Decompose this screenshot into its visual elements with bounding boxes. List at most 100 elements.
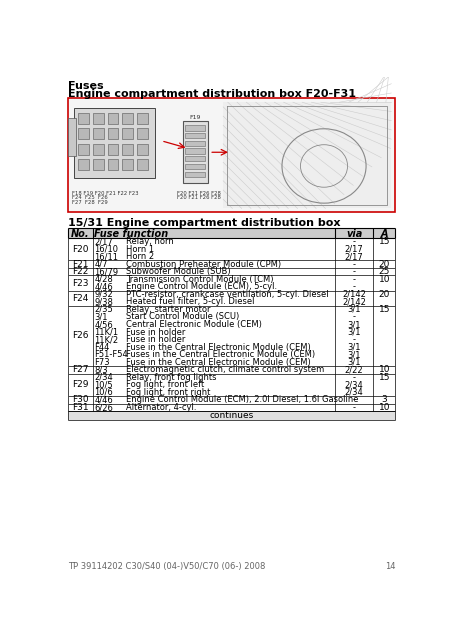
Text: 4/28: 4/28 bbox=[94, 275, 113, 284]
Text: Fuse in the Central Electronic Module (CEM): Fuse in the Central Electronic Module (C… bbox=[126, 342, 310, 351]
Bar bbox=[185, 133, 205, 138]
Text: 15: 15 bbox=[378, 237, 389, 246]
Text: F51-F54: F51-F54 bbox=[94, 350, 128, 359]
Bar bbox=[223, 102, 391, 209]
Text: 2/142: 2/142 bbox=[341, 290, 365, 299]
Text: 25: 25 bbox=[378, 267, 389, 276]
Bar bbox=[185, 164, 205, 169]
Bar bbox=[93, 129, 104, 139]
Text: 8/3: 8/3 bbox=[94, 365, 108, 374]
Text: PTC-resistor, crankcase ventilation, 5-cyl. Diesel: PTC-resistor, crankcase ventilation, 5-c… bbox=[126, 290, 328, 299]
Text: 9/32: 9/32 bbox=[94, 290, 113, 299]
Text: -: - bbox=[352, 396, 355, 404]
Text: 10: 10 bbox=[378, 403, 389, 412]
Text: 4/7: 4/7 bbox=[94, 260, 108, 269]
Bar bbox=[68, 118, 76, 156]
Text: F23: F23 bbox=[72, 278, 88, 287]
Text: continues: continues bbox=[209, 411, 253, 420]
Bar bbox=[122, 144, 133, 155]
Text: Transmission Control Module (TCM): Transmission Control Module (TCM) bbox=[126, 275, 273, 284]
Text: 10: 10 bbox=[378, 365, 389, 374]
Text: via: via bbox=[345, 229, 362, 239]
Text: -: - bbox=[352, 260, 355, 269]
Bar bbox=[78, 129, 89, 139]
Text: 3: 3 bbox=[381, 396, 387, 404]
Bar bbox=[137, 129, 147, 139]
Text: Central Electronic Module (CEM): Central Electronic Module (CEM) bbox=[126, 320, 262, 329]
Text: 9/38: 9/38 bbox=[94, 298, 113, 307]
Text: 11K/1: 11K/1 bbox=[94, 328, 118, 337]
Text: Fuse in the Central Electronic Module (CEM): Fuse in the Central Electronic Module (C… bbox=[126, 358, 310, 367]
Text: 3/1: 3/1 bbox=[346, 358, 360, 367]
Text: 2/17: 2/17 bbox=[344, 252, 363, 261]
Text: 6/26: 6/26 bbox=[94, 403, 113, 412]
Bar bbox=[74, 108, 155, 178]
Bar bbox=[137, 113, 147, 124]
Text: Fog light, front right: Fog light, front right bbox=[126, 388, 210, 397]
Text: 14: 14 bbox=[384, 562, 394, 571]
Bar bbox=[185, 172, 205, 177]
Text: F19: F19 bbox=[189, 115, 201, 120]
Text: Engine Control Module (ECM), 5-cyl.: Engine Control Module (ECM), 5-cyl. bbox=[126, 282, 277, 291]
Text: F21: F21 bbox=[72, 260, 88, 269]
Text: 15/31 Engine compartment distribution box: 15/31 Engine compartment distribution bo… bbox=[68, 218, 340, 228]
Bar bbox=[68, 99, 394, 212]
Bar bbox=[122, 159, 133, 170]
Text: Relay, starter motor: Relay, starter motor bbox=[126, 305, 210, 314]
Bar bbox=[107, 144, 118, 155]
Text: 2/34: 2/34 bbox=[344, 380, 363, 389]
Bar bbox=[107, 159, 118, 170]
Text: F24  F25  F26: F24 F25 F26 bbox=[72, 195, 107, 200]
Text: Fog light, front left: Fog light, front left bbox=[126, 380, 204, 389]
Text: 10: 10 bbox=[378, 275, 389, 284]
Text: Combustion Preheater Module (CPM): Combustion Preheater Module (CPM) bbox=[126, 260, 281, 269]
Text: F18 F19 F20 F21 F22 F23: F18 F19 F20 F21 F22 F23 bbox=[72, 191, 138, 196]
Text: F27: F27 bbox=[72, 365, 88, 374]
Text: F27  F28  F29: F27 F28 F29 bbox=[72, 200, 107, 205]
Text: 2/17: 2/17 bbox=[344, 244, 363, 253]
Text: F20 F21 F26 F28: F20 F21 F26 F28 bbox=[176, 195, 220, 200]
Bar bbox=[68, 228, 394, 237]
Text: 2/142: 2/142 bbox=[341, 298, 365, 307]
Text: 20: 20 bbox=[378, 260, 389, 269]
Text: -: - bbox=[352, 403, 355, 412]
Text: 3/1: 3/1 bbox=[346, 328, 360, 337]
Text: F20 F21 F26 F28: F20 F21 F26 F28 bbox=[176, 191, 220, 196]
Text: Electromagnetic clutch, climate control system: Electromagnetic clutch, climate control … bbox=[126, 365, 324, 374]
Bar bbox=[185, 125, 205, 131]
Text: -: - bbox=[352, 312, 355, 321]
Text: -: - bbox=[352, 373, 355, 382]
Text: Fuse in holder: Fuse in holder bbox=[126, 328, 185, 337]
Text: 3/1: 3/1 bbox=[346, 305, 360, 314]
Bar bbox=[182, 122, 207, 183]
Bar bbox=[122, 113, 133, 124]
Text: F24: F24 bbox=[72, 294, 88, 303]
Text: F20: F20 bbox=[72, 244, 88, 253]
Bar bbox=[68, 412, 394, 420]
Text: Heated fuel filter, 5-cyl. Diesel: Heated fuel filter, 5-cyl. Diesel bbox=[126, 298, 254, 307]
Text: F26: F26 bbox=[72, 332, 88, 340]
Text: 16/79: 16/79 bbox=[94, 267, 118, 276]
Text: Fuses in the Central Electronic Module (CEM): Fuses in the Central Electronic Module (… bbox=[126, 350, 315, 359]
Text: Engine compartment distribution box F20-F31: Engine compartment distribution box F20-… bbox=[68, 89, 355, 99]
Text: Relay, front fog lights: Relay, front fog lights bbox=[126, 373, 216, 382]
Text: Fuse in holder: Fuse in holder bbox=[126, 335, 185, 344]
Bar bbox=[107, 113, 118, 124]
Text: F31: F31 bbox=[72, 403, 89, 412]
Text: 3/1: 3/1 bbox=[94, 312, 108, 321]
Text: Horn 2: Horn 2 bbox=[126, 252, 154, 261]
Text: 15: 15 bbox=[378, 305, 389, 314]
Text: A: A bbox=[380, 229, 387, 239]
Text: 2/22: 2/22 bbox=[344, 365, 363, 374]
Text: F29: F29 bbox=[72, 380, 88, 389]
Text: 10/6: 10/6 bbox=[94, 388, 113, 397]
Text: Start Control Module (SCU): Start Control Module (SCU) bbox=[126, 312, 239, 321]
Bar bbox=[93, 144, 104, 155]
Bar bbox=[93, 159, 104, 170]
Text: 3/1: 3/1 bbox=[346, 320, 360, 329]
Text: 16/10: 16/10 bbox=[94, 244, 118, 253]
Text: Fuse function: Fuse function bbox=[94, 229, 168, 239]
Bar bbox=[185, 141, 205, 146]
Text: 4/56: 4/56 bbox=[94, 320, 113, 329]
Text: 16/11: 16/11 bbox=[94, 252, 118, 261]
